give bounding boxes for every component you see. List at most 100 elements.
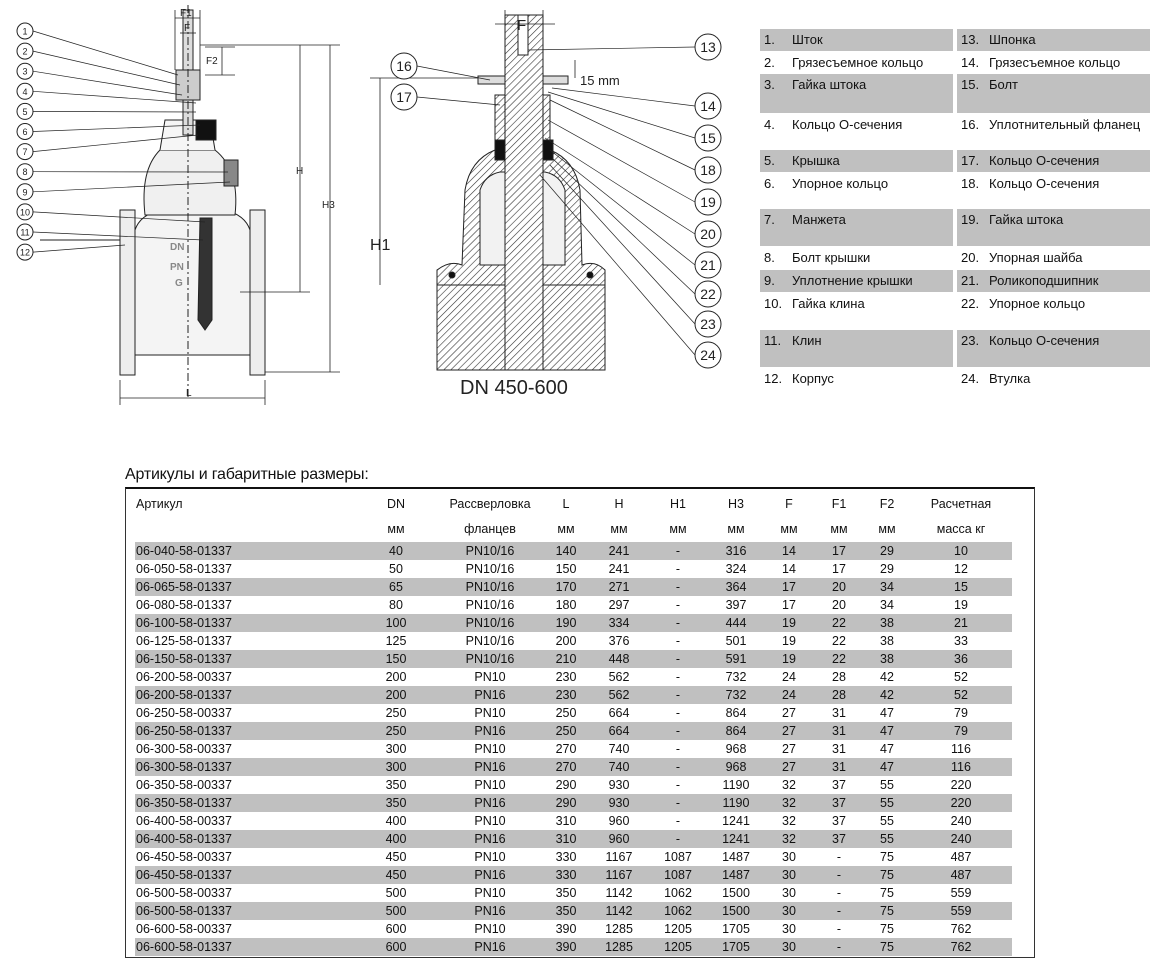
- part-name: Гайка штока: [792, 77, 867, 92]
- table-cell: PN10: [474, 778, 506, 792]
- table-cell: 06-150-58-01337: [135, 650, 354, 668]
- part-name: Упорная шайба: [989, 250, 1083, 265]
- part-item: 5. Крышка: [760, 150, 953, 172]
- table-cell: 559: [910, 902, 1012, 920]
- table-cell: 1500: [708, 902, 764, 920]
- callout-circle: [16, 143, 34, 161]
- table-cell: 240: [910, 830, 1012, 848]
- table-cell: 06-350-58-00337: [136, 778, 232, 792]
- table-cell: 448: [590, 650, 648, 668]
- part-number: 22.: [961, 296, 980, 311]
- table-cell: PN16: [438, 722, 542, 740]
- callout-circle: [16, 62, 34, 80]
- callout-number: 22: [700, 286, 716, 302]
- table-cell: 500: [385, 886, 407, 900]
- table-cell: 14: [782, 562, 796, 576]
- table-cell: -: [675, 814, 681, 828]
- callout-number: 17: [396, 89, 412, 105]
- table-cell: 06-500-58-01337: [135, 902, 354, 920]
- part-item: 6. Упорное кольцо: [760, 173, 953, 208]
- table-cell: 06-125-58-01337: [136, 634, 232, 648]
- table-cell: 75: [880, 850, 894, 864]
- dim-h3-label: H3: [322, 200, 335, 211]
- table-cell: 250: [385, 706, 407, 720]
- callout-number: 12: [20, 248, 30, 258]
- table-cell: 20: [832, 598, 846, 612]
- cast-mark-pn: PN: [170, 262, 184, 273]
- table-cell: 930: [590, 794, 648, 812]
- table-cell: 06-500-58-00337: [136, 886, 232, 900]
- table-cell: 300: [354, 758, 438, 776]
- table-cell: 28: [832, 670, 846, 684]
- table-cell: 12: [954, 562, 968, 576]
- table-cell: 150: [555, 562, 577, 576]
- part-number: 9.: [764, 273, 775, 288]
- table-row: 06-450-58-01337 450 PN16 330 1167 1087 1487 30-…: [135, 866, 1012, 884]
- part-item: 16. Уплотнительный фланец: [957, 114, 1150, 149]
- table-row: 06-500-58-01337 500 PN16 350 1142 1062 1500 30-…: [135, 902, 1012, 920]
- table-row: 06-065-58-01337 65 PN10/16 170 271-364 17 20 34…: [135, 578, 1012, 596]
- table-cell: 350: [354, 794, 438, 812]
- column-header: мм: [387, 522, 405, 536]
- table-cell: 22: [832, 634, 846, 648]
- callout-number: 20: [700, 226, 716, 242]
- table-cell: 55: [880, 778, 894, 792]
- table-cell: 27: [764, 758, 814, 776]
- table-cell: 34: [880, 598, 894, 612]
- table-cell: 100: [354, 614, 438, 632]
- dim-f2-label: F2: [206, 56, 218, 67]
- table-cell: 42: [864, 686, 910, 704]
- parts-row: 10. Гайка клина 22. Упорное кольцо: [760, 293, 1150, 329]
- table-cell: 1487: [722, 850, 750, 864]
- table-cell: 240: [950, 814, 972, 828]
- part-name: Кольцо О-сечения: [989, 153, 1100, 168]
- table-cell: 180: [555, 598, 577, 612]
- part-name: Кольцо О-сечения: [792, 117, 903, 132]
- column-header: мм: [780, 522, 798, 536]
- table-cell: 140: [542, 542, 590, 560]
- table-cell: -: [648, 686, 708, 704]
- table-cell: -: [836, 922, 842, 936]
- table-row: 06-200-58-01337 200 PN16 230 562-732 24 28 42 52: [135, 686, 1012, 704]
- table-cell: 1087: [648, 866, 708, 884]
- callout-number: 19: [700, 194, 716, 210]
- table-cell: 06-600-58-00337: [136, 922, 232, 936]
- table-cell: 52: [910, 686, 1012, 704]
- callout-circle: [694, 341, 722, 369]
- parts-row: 1. Шток 13. Шпонка: [760, 29, 1150, 51]
- table-cell: 75: [864, 866, 910, 884]
- callout-circle: [694, 188, 722, 216]
- table-cell: 220: [950, 778, 972, 792]
- table-cell: 501: [725, 634, 747, 648]
- table-cell: 38: [864, 650, 910, 668]
- table-cell: 450: [385, 850, 407, 864]
- part-name: Грязесъемное кольцо: [792, 55, 924, 70]
- table-cell: -: [675, 706, 681, 720]
- table-cell: 1190: [708, 794, 764, 812]
- table-cell: 968: [708, 758, 764, 776]
- table-cell: 600: [354, 938, 438, 956]
- part-item: 9. Уплотнение крышки: [760, 270, 953, 292]
- table-cell: 290: [555, 778, 577, 792]
- table-cell: -: [836, 850, 842, 864]
- part-name: Уплотнение крышки: [792, 273, 913, 288]
- part-number: 18.: [961, 176, 980, 191]
- part-number: 15.: [961, 77, 980, 92]
- table-cell: 1062: [648, 902, 708, 920]
- table-cell: 28: [814, 686, 864, 704]
- table-cell: 170: [542, 578, 590, 596]
- table-cell: 40: [354, 542, 438, 560]
- part-item: 7. Манжета: [760, 209, 953, 246]
- table-cell: 20: [814, 578, 864, 596]
- table-cell: 1487: [708, 866, 764, 884]
- column-header: [135, 517, 354, 542]
- part-item: 1. Шток: [760, 29, 953, 51]
- left-dimension-lines: [119, 10, 340, 405]
- table-cell: 241: [608, 562, 630, 576]
- table-cell: 22: [814, 614, 864, 632]
- table-cell: 15: [910, 578, 1012, 596]
- part-name: Упорное кольцо: [989, 296, 1086, 311]
- table-cell: 200: [555, 634, 577, 648]
- part-name: Клин: [792, 333, 822, 348]
- table-cell: 500: [354, 902, 438, 920]
